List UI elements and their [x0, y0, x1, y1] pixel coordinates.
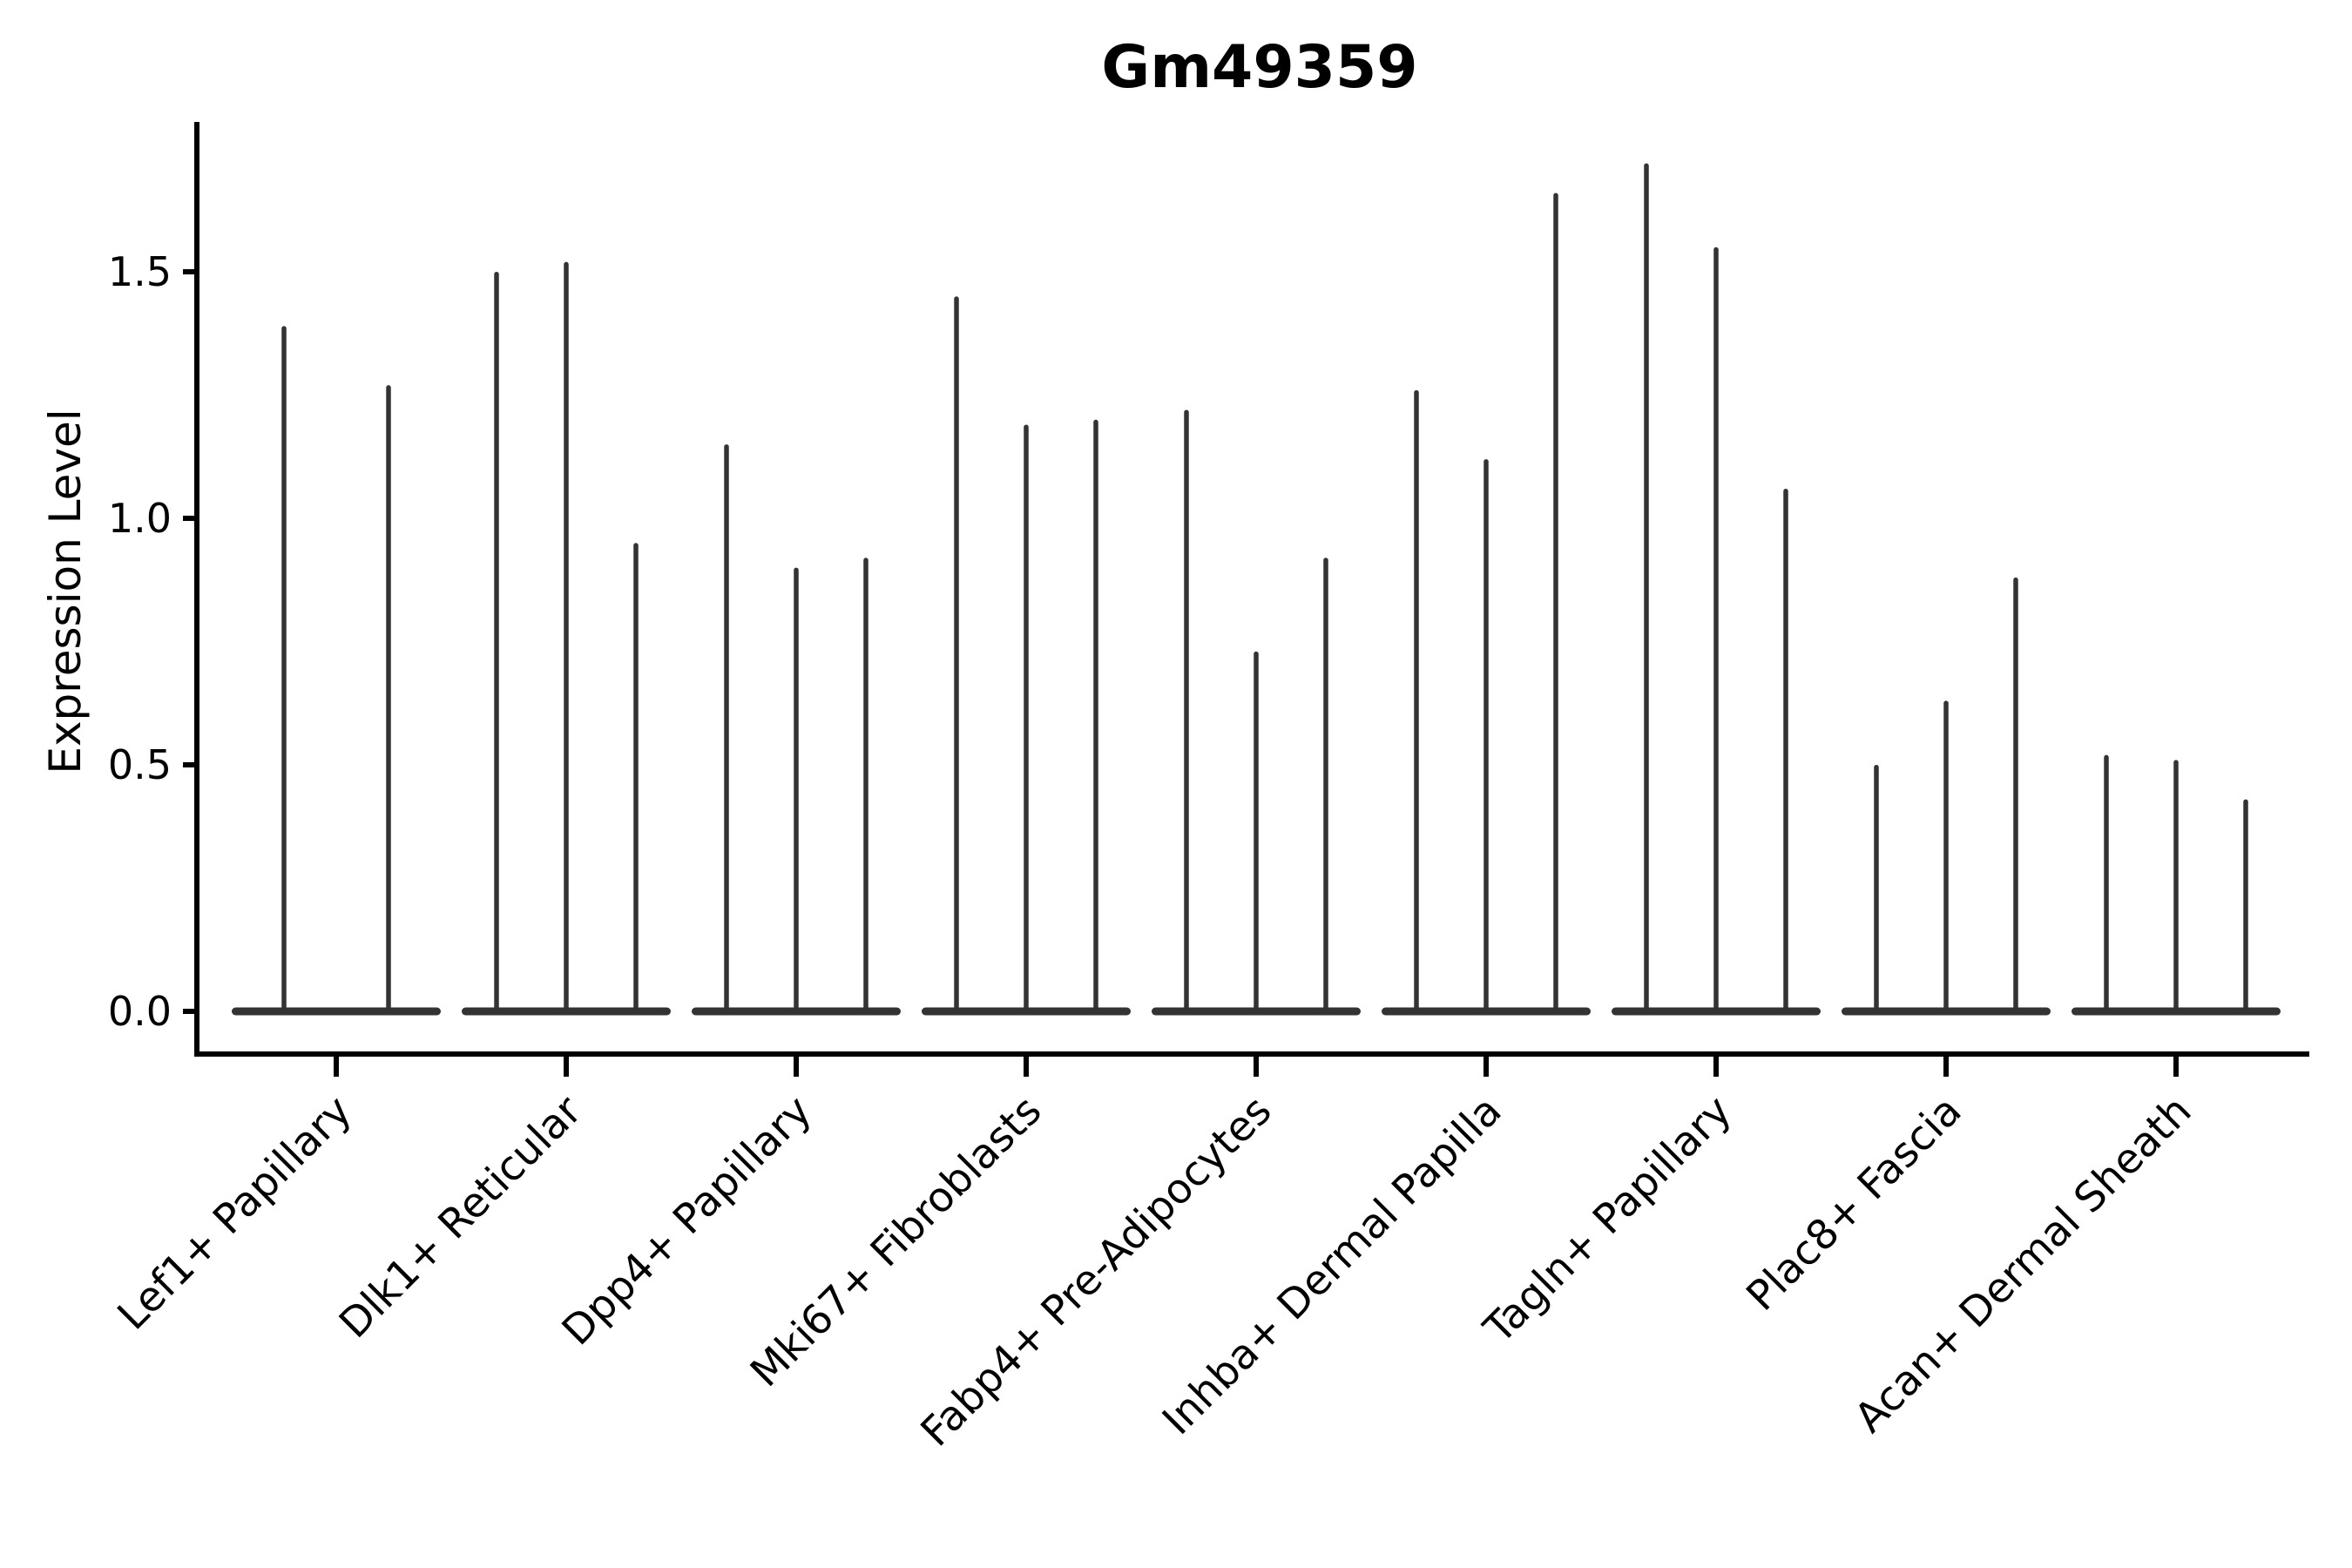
- violin-spike: [1783, 489, 1788, 1013]
- violin-spike: [1644, 163, 1649, 1014]
- violin-spike: [1484, 459, 1489, 1013]
- violin-spike: [633, 543, 639, 1013]
- violin-spike: [1323, 558, 1328, 1013]
- x-tick-label: Plac8+ Fascia: [1738, 1087, 1971, 1321]
- violin-spike: [2104, 754, 2109, 1013]
- violin-spike: [954, 296, 959, 1013]
- violin-spike: [794, 567, 799, 1013]
- y-tick-label: 1.0: [108, 495, 172, 542]
- x-tick-label: Dlk1+ Reticular: [330, 1086, 591, 1348]
- violin-spike: [564, 261, 569, 1013]
- violin-spike: [1184, 409, 1189, 1014]
- violin-spike: [1024, 424, 1029, 1014]
- violin-spike: [494, 272, 499, 1013]
- violin-spike: [2173, 760, 2179, 1013]
- violin-spike: [1874, 765, 1879, 1013]
- violin-spike: [386, 385, 391, 1013]
- violin-spike: [724, 444, 729, 1014]
- y-axis-label: Expression Level: [40, 409, 91, 774]
- y-tick-label: 1.5: [108, 248, 172, 295]
- chart-title: Gm49359: [1101, 33, 1417, 102]
- y-tick-label: 0.5: [108, 741, 172, 788]
- violin-spike: [281, 326, 287, 1013]
- violin-spike: [1254, 651, 1259, 1013]
- violin-spike: [863, 558, 868, 1013]
- x-tick-label: Tagln+ Papillary: [1475, 1087, 1741, 1354]
- violin-spike: [1414, 389, 1419, 1014]
- y-tick-label: 0.0: [108, 988, 172, 1035]
- violin-spike: [2013, 577, 2018, 1013]
- violin-spike: [1553, 193, 1558, 1013]
- violin-spike: [1093, 419, 1098, 1013]
- violin-base: [232, 1007, 441, 1016]
- violin-spike: [1713, 247, 1719, 1013]
- violin-spike: [1943, 700, 1949, 1013]
- violin-spike: [2243, 799, 2248, 1013]
- x-tick-label: Dpp4+ Papillary: [553, 1087, 821, 1355]
- x-tick-label: Lef1+ Papillary: [109, 1087, 362, 1340]
